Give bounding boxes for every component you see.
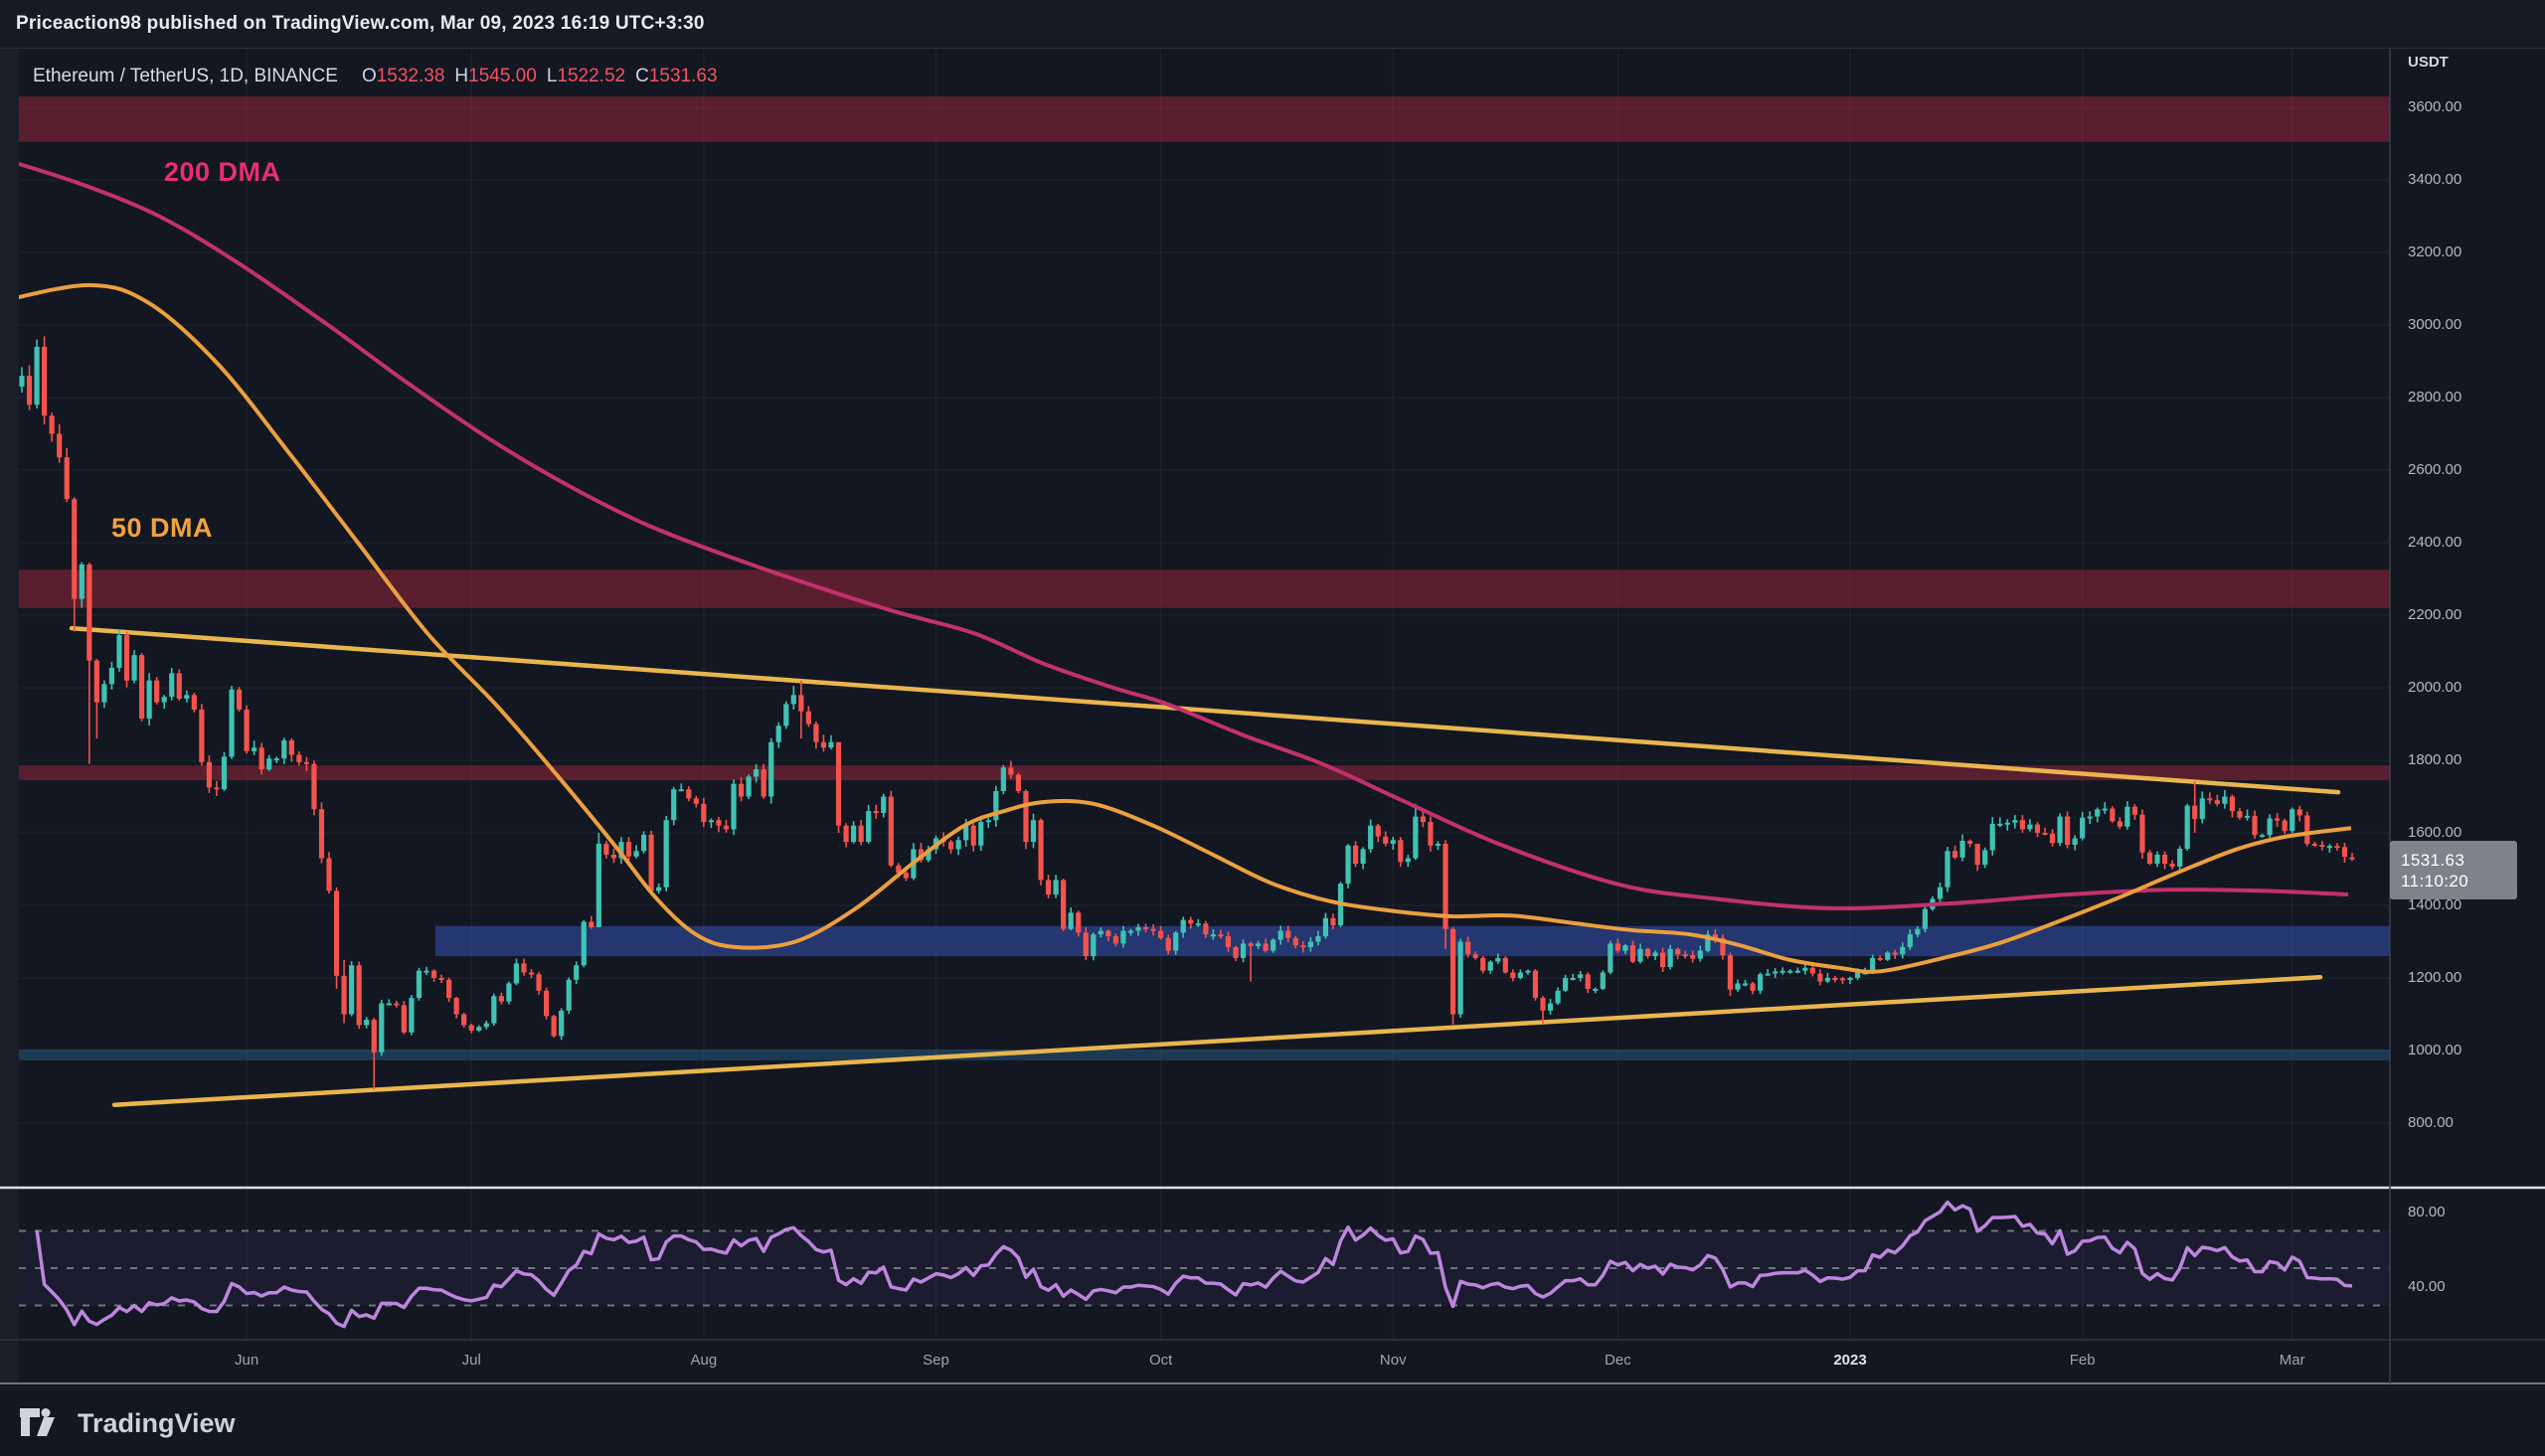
last-price: 1531.63 bbox=[2401, 850, 2465, 870]
price-tick-3600: 3600.00 bbox=[2408, 98, 2462, 115]
rsi-tick-80: 80.00 bbox=[2408, 1203, 2446, 1220]
price-tick-1600: 1600.00 bbox=[2408, 824, 2462, 841]
time-tick-Mar: Mar bbox=[2279, 1352, 2305, 1369]
price-tick-1400: 1400.00 bbox=[2408, 896, 2462, 913]
left-gutter bbox=[0, 49, 19, 1383]
price-tick-3000: 3000.00 bbox=[2408, 316, 2462, 333]
time-tick-Sep: Sep bbox=[923, 1352, 949, 1369]
candle-bodies bbox=[19, 346, 2355, 1052]
high-label: H bbox=[454, 66, 469, 86]
price-tick-2800: 2800.00 bbox=[2408, 389, 2462, 405]
price-tick-1000: 1000.00 bbox=[2408, 1042, 2462, 1058]
price-tick-3200: 3200.00 bbox=[2408, 243, 2462, 260]
price-tick-2400: 2400.00 bbox=[2408, 534, 2462, 551]
tradingview-logo-icon[interactable] bbox=[20, 1408, 66, 1438]
resistance-zone-upper[interactable] bbox=[19, 96, 2390, 142]
time-tick-Aug: Aug bbox=[690, 1352, 718, 1369]
time-tick-Oct: Oct bbox=[1148, 1352, 1173, 1369]
price-tick-2000: 2000.00 bbox=[2408, 679, 2462, 696]
support-zone-1300[interactable] bbox=[435, 925, 2390, 957]
ohlc-readout: O1532.38 H1545.00 L1522.52 C1531.63 bbox=[352, 66, 718, 86]
high-value: 1545.00 bbox=[468, 66, 537, 86]
dma200-label: 200 DMA bbox=[164, 157, 281, 187]
tradingview-brand-text[interactable]: TradingView bbox=[78, 1407, 236, 1438]
currency-label: USDT bbox=[2408, 54, 2449, 71]
low-label: L bbox=[546, 66, 558, 86]
price-tick-3400: 3400.00 bbox=[2408, 171, 2462, 188]
price-tick-1800: 1800.00 bbox=[2408, 751, 2462, 768]
rsi-tick-40: 40.00 bbox=[2408, 1277, 2446, 1295]
support-zone-980[interactable] bbox=[19, 1049, 2390, 1060]
last-price-badge: 1531.63 11:10:20 bbox=[2390, 841, 2517, 899]
time-tick-Jun: Jun bbox=[235, 1352, 259, 1369]
resistance-zone-mid[interactable] bbox=[19, 569, 2390, 608]
publish-text: Priceaction98 published on TradingView.c… bbox=[16, 13, 705, 34]
price-tick-2600: 2600.00 bbox=[2408, 461, 2462, 478]
open-label: O bbox=[361, 66, 377, 86]
price-tick-2200: 2200.00 bbox=[2408, 606, 2462, 623]
ma200-line[interactable] bbox=[0, 158, 2349, 911]
resistance-zone-1750[interactable] bbox=[19, 765, 2390, 781]
time-tick-Jul: Jul bbox=[461, 1352, 481, 1369]
price-tick-800: 800.00 bbox=[2408, 1114, 2454, 1131]
price-tick-1200: 1200.00 bbox=[2408, 969, 2462, 986]
close-label: C bbox=[635, 66, 649, 86]
open-value: 1532.38 bbox=[376, 66, 445, 86]
dma50-label: 50 DMA bbox=[111, 513, 214, 543]
publish-bar: Priceaction98 published on TradingView.c… bbox=[0, 0, 2545, 49]
ascending-trendline[interactable] bbox=[111, 975, 2323, 1107]
close-value: 1531.63 bbox=[648, 66, 718, 86]
time-tick-Feb: Feb bbox=[2069, 1352, 2096, 1369]
time-tick-2023: 2023 bbox=[1833, 1352, 1867, 1369]
footer: TradingView bbox=[20, 1401, 236, 1445]
bar-countdown: 11:10:20 bbox=[2401, 871, 2469, 890]
ma50-line[interactable] bbox=[0, 282, 2352, 974]
rsi-line[interactable] bbox=[35, 1200, 2353, 1329]
symbol-name: Ethereum / TetherUS, 1D, BINANCE bbox=[33, 66, 338, 86]
time-tick-Dec: Dec bbox=[1605, 1352, 1631, 1369]
symbol-title[interactable]: Ethereum / TetherUS, 1D, BINANCE O1532.38… bbox=[33, 66, 718, 87]
time-tick-Nov: Nov bbox=[1379, 1352, 1407, 1369]
low-value: 1522.52 bbox=[557, 66, 626, 86]
